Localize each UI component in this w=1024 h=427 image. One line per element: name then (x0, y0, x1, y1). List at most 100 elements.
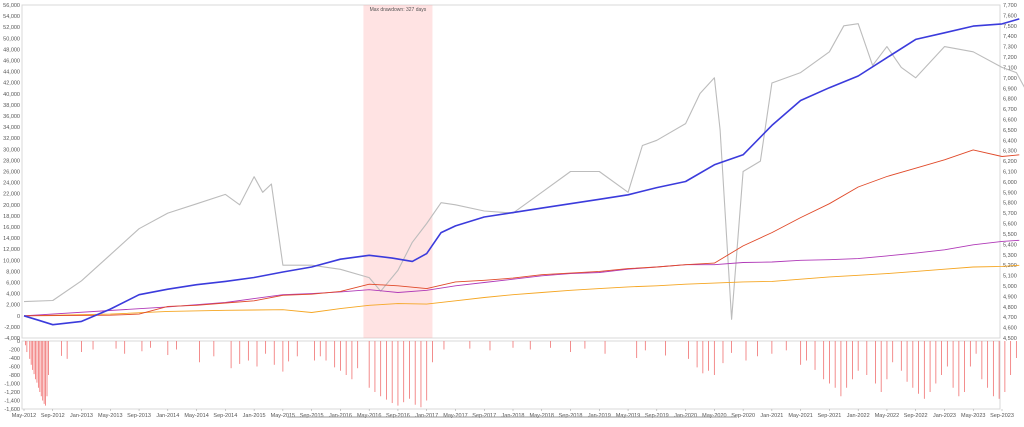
right-tick-label: 5,900 (1003, 190, 1017, 196)
right-tick-label: 6,600 (1003, 117, 1017, 123)
right-tick-label: 4,500 (1003, 336, 1017, 342)
right-tick-label: 7,300 (1003, 45, 1017, 51)
drawdown-tick-label: -400 (9, 356, 20, 362)
drawdown-tick-label: -1,200 (4, 390, 20, 396)
left-tick-label: 32,000 (3, 136, 20, 142)
right-tick-label: 5,700 (1003, 211, 1017, 217)
x-tick-label: Jan-2018 (502, 413, 525, 419)
left-tick-label: 24,000 (3, 181, 20, 187)
drawdown-tick-label: -1,600 (4, 407, 20, 413)
right-tick-label: 6,000 (1003, 180, 1017, 186)
right-tick-label: 5,100 (1003, 274, 1017, 280)
right-tick-label: 4,800 (1003, 305, 1017, 311)
left-tick-label: 4,000 (6, 292, 20, 298)
max-drawdown-highlight (363, 5, 433, 338)
x-tick-label: May-2015 (271, 413, 295, 419)
right-tick-label: 4,600 (1003, 326, 1017, 332)
right-tick-label: 5,500 (1003, 232, 1017, 238)
left-tick-label: 38,000 (3, 103, 20, 109)
left-tick-label: 2,000 (6, 303, 20, 309)
x-tick-label: May-2023 (961, 413, 985, 419)
x-tick-label: May-2022 (875, 413, 899, 419)
series-line (23, 239, 1020, 317)
x-tick-label: Sep-2021 (817, 413, 841, 419)
x-tick-label: Jan-2021 (760, 413, 783, 419)
right-tick-label: 6,700 (1003, 107, 1017, 113)
x-tick-label: May-2017 (443, 413, 467, 419)
left-tick-label: 8,000 (6, 269, 20, 275)
left-tick-label: 22,000 (3, 192, 20, 198)
x-tick-label: Sep-2020 (731, 413, 755, 419)
right-tick-label: 7,700 (1003, 3, 1017, 9)
x-tick-label: Jan-2017 (415, 413, 438, 419)
left-tick-label: 44,000 (3, 70, 20, 76)
drawdown-tick-label: 0 (17, 339, 20, 345)
x-tick-label: Sep-2012 (41, 413, 65, 419)
x-tick-label: Jan-2013 (70, 413, 93, 419)
x-tick-label: May-2016 (357, 413, 381, 419)
x-tick-label: Jan-2016 (329, 413, 352, 419)
right-tick-label: 7,400 (1003, 34, 1017, 40)
series-line (23, 264, 1020, 317)
x-tick-label: May-2019 (616, 413, 640, 419)
x-tick-label: Sep-2023 (990, 413, 1014, 419)
left-tick-label: 16,000 (3, 225, 20, 231)
right-tick-label: 5,300 (1003, 253, 1017, 259)
drawdown-tick-label: -200 (9, 348, 20, 354)
left-tick-label: 50,000 (3, 36, 20, 42)
x-axis-ticks: May-2012 Sep-2012 Jan-2013 May-2013 Sep-2013… (12, 409, 1014, 419)
left-tick-label: 40,000 (3, 92, 20, 98)
right-tick-label: 6,200 (1003, 159, 1017, 165)
right-tick-label: 4,900 (1003, 294, 1017, 300)
right-tick-label: 6,900 (1003, 86, 1017, 92)
left-tick-label: 0 (17, 314, 20, 320)
right-tick-label: 4,700 (1003, 315, 1017, 321)
drawdown-bars (25, 341, 1017, 408)
series-line (23, 18, 1020, 326)
series-line (23, 23, 1024, 320)
right-axis-ticks: 7,700 7,600 7,500 7,400 7,300 7,200 7,100 7,000… (1003, 3, 1017, 342)
left-tick-label: 26,000 (3, 170, 20, 176)
x-tick-label: Jan-2022 (847, 413, 870, 419)
left-tick-label: 46,000 (3, 59, 20, 65)
x-tick-label: May-2012 (12, 413, 36, 419)
right-tick-label: 6,100 (1003, 170, 1017, 176)
drawdown-tick-label: -1,400 (4, 399, 20, 405)
series-line (23, 149, 1020, 317)
x-tick-label: Sep-2013 (127, 413, 151, 419)
drawdown-tick-label: -1,000 (4, 382, 20, 388)
right-tick-label: 7,600 (1003, 13, 1017, 19)
x-tick-label: Sep-2018 (559, 413, 583, 419)
x-tick-label: Sep-2019 (645, 413, 669, 419)
right-tick-label: 7,500 (1003, 24, 1017, 30)
series-layer (23, 18, 1024, 326)
x-tick-label: Jan-2020 (674, 413, 697, 419)
left-tick-label: 56,000 (3, 3, 20, 9)
left-tick-label: 34,000 (3, 125, 20, 131)
plot-area-drawdown (21, 340, 1001, 410)
x-tick-label: May-2013 (98, 413, 122, 419)
right-tick-label: 6,800 (1003, 97, 1017, 103)
x-tick-label: Jan-2023 (933, 413, 956, 419)
left-tick-label: 18,000 (3, 214, 20, 220)
left-tick-label: 12,000 (3, 247, 20, 253)
drawdown-axis-ticks: 0 -200 -400 -600 -800 -1,000 -1,200 -1,400 -1,60… (4, 339, 20, 413)
x-tick-label: Sep-2015 (300, 413, 324, 419)
x-tick-label: Sep-2017 (472, 413, 496, 419)
left-tick-label: 28,000 (3, 158, 20, 164)
max-drawdown-label: Max drawdown: 327 days (370, 7, 427, 13)
left-axis-ticks: 56,000 54,000 52,000 50,000 48,000 46,000 44,0… (3, 3, 20, 342)
right-tick-label: 5,800 (1003, 201, 1017, 207)
left-tick-label: 36,000 (3, 114, 20, 120)
x-tick-label: May-2018 (530, 413, 554, 419)
right-tick-label: 7,200 (1003, 55, 1017, 61)
right-tick-label: 6,300 (1003, 149, 1017, 155)
drawdown-tick-label: -800 (9, 373, 20, 379)
x-tick-label: Jan-2014 (156, 413, 179, 419)
left-tick-label: -2,000 (4, 325, 20, 331)
left-tick-label: 42,000 (3, 81, 20, 87)
left-tick-label: 30,000 (3, 147, 20, 153)
left-tick-label: 54,000 (3, 14, 20, 20)
